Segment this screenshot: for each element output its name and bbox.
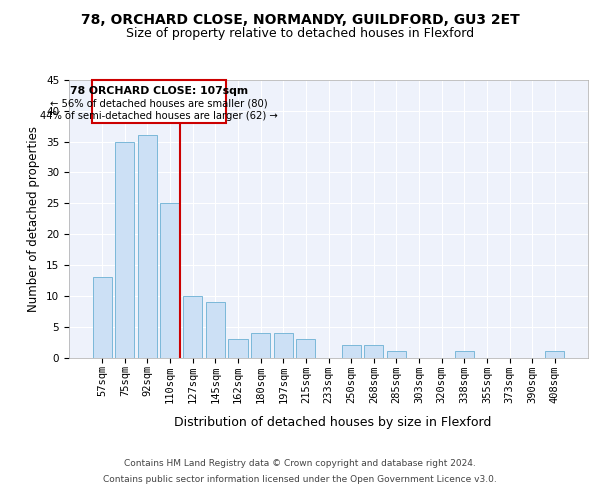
Bar	[206, 302, 225, 358]
Bar	[387, 352, 406, 358]
Bar	[341, 345, 361, 358]
Y-axis label: Number of detached properties: Number of detached properties	[28, 126, 40, 312]
Text: 44% of semi-detached houses are larger (62) →: 44% of semi-detached houses are larger (…	[40, 111, 278, 121]
Text: Distribution of detached houses by size in Flexford: Distribution of detached houses by size …	[175, 416, 491, 429]
Bar	[92, 278, 112, 357]
Text: 78 ORCHARD CLOSE: 107sqm: 78 ORCHARD CLOSE: 107sqm	[70, 86, 248, 96]
Bar	[364, 345, 383, 358]
Text: 78, ORCHARD CLOSE, NORMANDY, GUILDFORD, GU3 2ET: 78, ORCHARD CLOSE, NORMANDY, GUILDFORD, …	[80, 12, 520, 26]
Bar	[274, 333, 293, 357]
Text: Contains HM Land Registry data © Crown copyright and database right 2024.: Contains HM Land Registry data © Crown c…	[124, 460, 476, 468]
Text: Contains public sector information licensed under the Open Government Licence v3: Contains public sector information licen…	[103, 474, 497, 484]
FancyBboxPatch shape	[92, 80, 226, 123]
Bar	[115, 142, 134, 358]
Text: Size of property relative to detached houses in Flexford: Size of property relative to detached ho…	[126, 28, 474, 40]
Bar	[183, 296, 202, 358]
Bar	[138, 136, 157, 358]
Bar	[296, 339, 316, 357]
Bar	[545, 352, 565, 358]
Bar	[251, 333, 270, 357]
Bar	[160, 204, 180, 358]
Bar	[455, 352, 474, 358]
Bar	[229, 339, 248, 357]
Text: ← 56% of detached houses are smaller (80): ← 56% of detached houses are smaller (80…	[50, 98, 268, 108]
